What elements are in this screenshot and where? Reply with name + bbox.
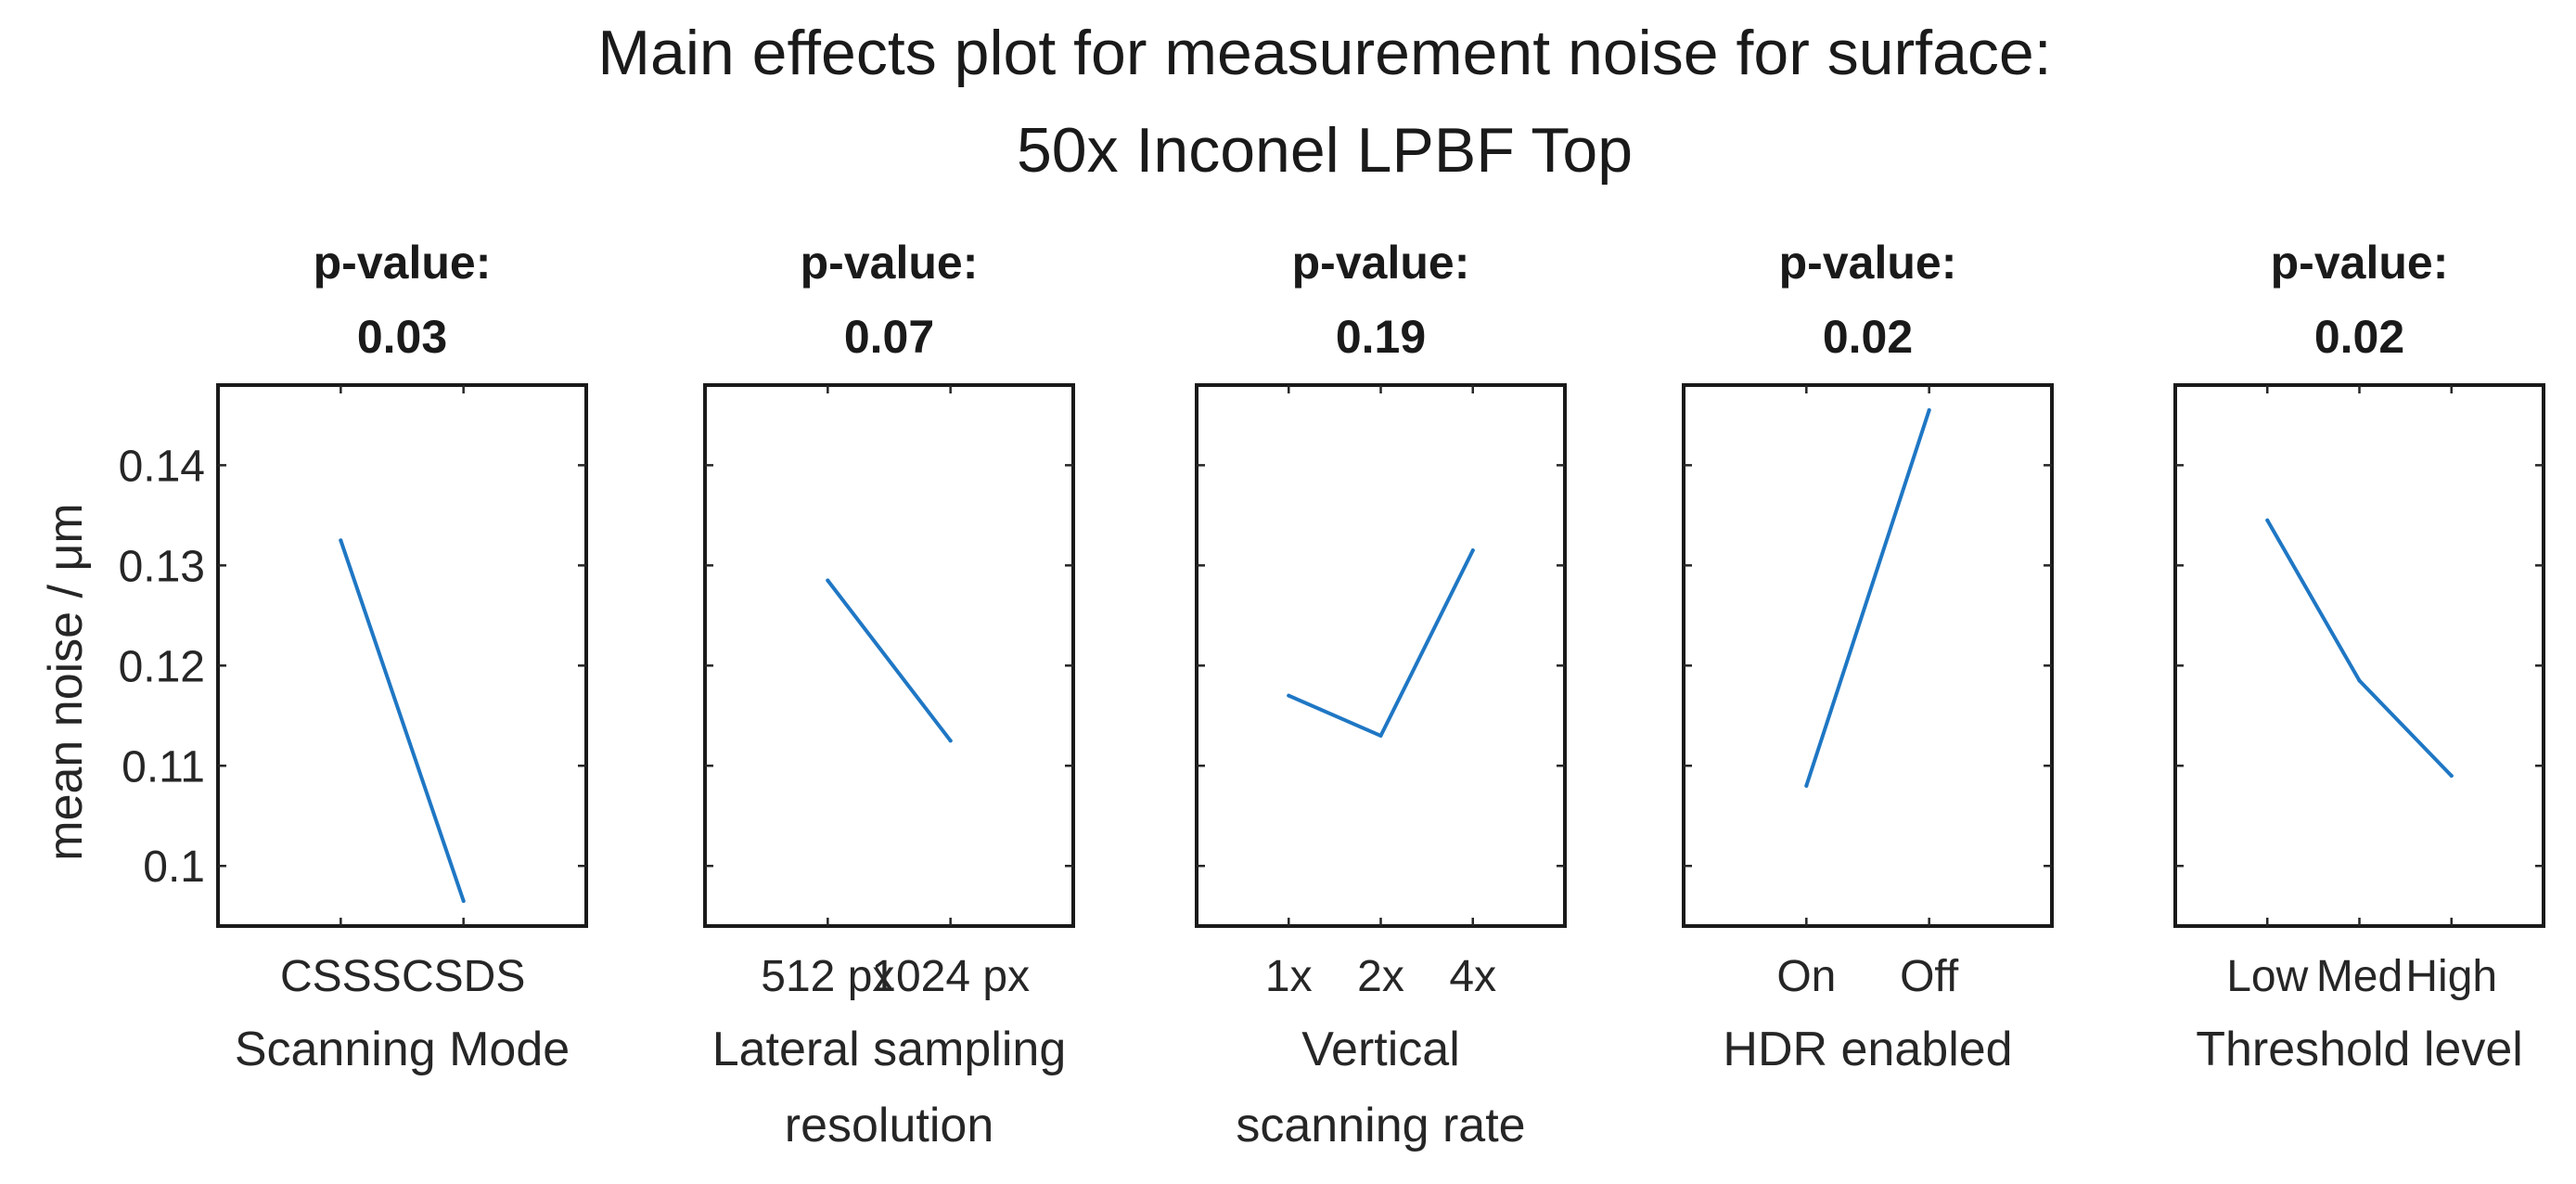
data-point (1927, 407, 1931, 412)
axes-box (1195, 383, 1567, 928)
x-tick-label: High (2405, 952, 2497, 1001)
y-axis-label: mean noise / μm (39, 503, 93, 860)
x-tick-label: 4x (1449, 952, 1496, 1001)
data-point (1378, 733, 1383, 738)
panel-1: p-value: 0.03 0.1 0.11 0.12 0.13 0.14 CSSS CSDS S… (119, 237, 588, 1076)
pvalue-value: 0.03 (357, 311, 447, 363)
data-point (826, 578, 830, 583)
y-tick-label: 0.11 (122, 742, 205, 791)
panel-3: p-value: 0.19 1x 2x 4x Vertical scanning rate (1195, 237, 1567, 1152)
x-axis-label: Lateral sampling (712, 1023, 1067, 1076)
axes-box (1682, 383, 2054, 928)
y-tick-label: 0.1 (143, 843, 205, 892)
x-axis-label: Scanning Mode (235, 1023, 570, 1076)
chart-title-line-1: Main effects plot for measurement noise … (597, 18, 2051, 88)
series-line (339, 538, 466, 903)
pvalue-value: 0.07 (844, 311, 934, 363)
pvalue-label: p-value: (801, 237, 979, 289)
pvalue-label: p-value: (2271, 237, 2449, 289)
axes-box (703, 383, 1075, 928)
x-tick-label: Off (1900, 952, 1959, 1001)
axes-box (216, 383, 588, 928)
series-line (1804, 408, 1931, 788)
series-line (826, 578, 953, 743)
data-point (1470, 548, 1475, 553)
data-point (1287, 693, 1291, 698)
x-tick-label: Low (2226, 952, 2308, 1001)
y-tick-label: 0.12 (119, 642, 205, 691)
x-tick-label: CSSS (280, 952, 402, 1001)
panels-layer: p-value: 0.03 0.1 0.11 0.12 0.13 0.14 CSSS CSDS S… (119, 237, 2545, 1152)
pvalue-value: 0.02 (2314, 311, 2404, 363)
data-point (461, 899, 466, 904)
x-tick-label: 2x (1357, 952, 1404, 1001)
x-axis-label: scanning rate (1236, 1099, 1525, 1152)
x-tick-label: 1024 px (871, 952, 1030, 1001)
pvalue-label: p-value: (1779, 237, 1957, 289)
pvalue-label: p-value: (1292, 237, 1470, 289)
pvalue-label: p-value: (314, 237, 492, 289)
y-tick-label: 0.13 (119, 542, 205, 591)
x-axis-label: resolution (785, 1099, 993, 1152)
x-axis-label: Vertical (1301, 1023, 1460, 1076)
x-tick-label: 1x (1265, 952, 1313, 1001)
data-point (339, 538, 343, 543)
data-point (2449, 774, 2454, 779)
x-tick-label: CSDS (402, 952, 525, 1001)
x-tick-label: 512 px (761, 952, 894, 1001)
x-axis-label: HDR enabled (1723, 1023, 2012, 1076)
x-axis-label: Threshold level (2196, 1023, 2523, 1076)
data-point (2265, 518, 2270, 522)
panel-4: p-value: 0.02 On Off HDR enabled (1682, 237, 2054, 1076)
data-point (2357, 678, 2362, 683)
x-tick-label: On (1776, 952, 1836, 1001)
data-point (948, 739, 953, 743)
pvalue-value: 0.19 (1336, 311, 1426, 363)
y-tick-label: 0.14 (119, 442, 205, 491)
pvalue-value: 0.02 (1823, 311, 1913, 363)
axes-box (2173, 383, 2545, 928)
chart-title-line-2: 50x Inconel LPBF Top (1017, 115, 1633, 186)
data-point (1804, 783, 1809, 788)
x-tick-label: Med (2316, 952, 2403, 1001)
panel-5: p-value: 0.02 Low Med High Threshold level (2173, 237, 2545, 1076)
